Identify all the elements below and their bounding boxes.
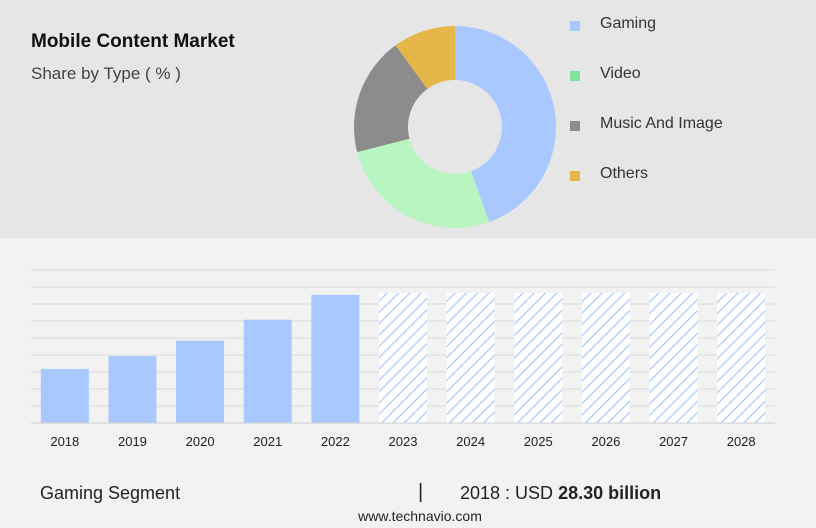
legend-swatch-gaming <box>570 21 580 31</box>
x-tick-label-2026: 2026 <box>591 434 620 449</box>
segment-stat-prefix: 2018 : USD <box>460 483 554 503</box>
bar-2022 <box>311 294 360 423</box>
legend-swatch-music-and-image <box>570 121 580 131</box>
legend-swatch-video <box>570 71 580 81</box>
donut-chart <box>354 25 556 228</box>
x-tick-label-2021: 2021 <box>253 434 282 449</box>
segment-label: Gaming Segment <box>40 483 181 503</box>
footer-separator: | <box>418 481 424 503</box>
segment-stat: 2018 : USD 28.30 billion <box>460 483 661 504</box>
bar-2021 <box>243 319 292 423</box>
legend-label-others: Others <box>600 165 649 182</box>
legend-swatch-others <box>570 171 580 181</box>
legend-label-gaming: Gaming <box>600 15 657 32</box>
legend-label-video: Video <box>600 65 641 82</box>
donut-slice-gaming <box>455 26 556 223</box>
chart-subtitle: Share by Type ( % ) <box>31 64 181 83</box>
bar-2026 <box>581 292 630 423</box>
legend-item-gaming: Gaming <box>570 12 800 62</box>
x-tick-label-2028: 2028 <box>727 434 756 449</box>
x-tick-label-2018: 2018 <box>50 434 79 449</box>
bar-2025 <box>514 292 563 423</box>
legend-item-others: Others <box>570 162 800 212</box>
bar-2020 <box>176 340 225 423</box>
donut-slice-video <box>357 138 490 228</box>
donut-slice-others <box>395 25 455 89</box>
bar-2019 <box>108 356 157 423</box>
bar-2027 <box>649 292 698 423</box>
x-tick-label-2019: 2019 <box>118 434 147 449</box>
bar-2023 <box>379 292 427 423</box>
donut-slice-music-and-image <box>354 45 428 153</box>
bar-chart: 2018 2019 2020 2021 2022 2023 2024 2025 2026 2027… <box>31 269 775 449</box>
legend-item-music-and-image: Music And Image <box>570 112 800 162</box>
x-tick-label-2027: 2027 <box>659 434 688 449</box>
x-tick-label-2022: 2022 <box>321 434 350 449</box>
legend-label-music-and-image: Music And Image <box>600 115 723 132</box>
x-tick-label-2023: 2023 <box>389 434 418 449</box>
chart-title: Mobile Content Market <box>31 31 235 52</box>
x-tick-label-2024: 2024 <box>456 434 485 449</box>
website-link[interactable]: www.technavio.com <box>358 508 482 524</box>
legend-item-video: Video <box>570 62 800 112</box>
bar-2028 <box>717 292 766 423</box>
segment-stat-value: 28.30 billion <box>558 483 662 503</box>
x-tick-label-2025: 2025 <box>524 434 553 449</box>
x-tick-label-2020: 2020 <box>186 434 215 449</box>
bar-2018 <box>40 368 89 423</box>
legend: Gaming Video Music And Image Others <box>570 12 800 212</box>
bar-2024 <box>446 292 495 423</box>
